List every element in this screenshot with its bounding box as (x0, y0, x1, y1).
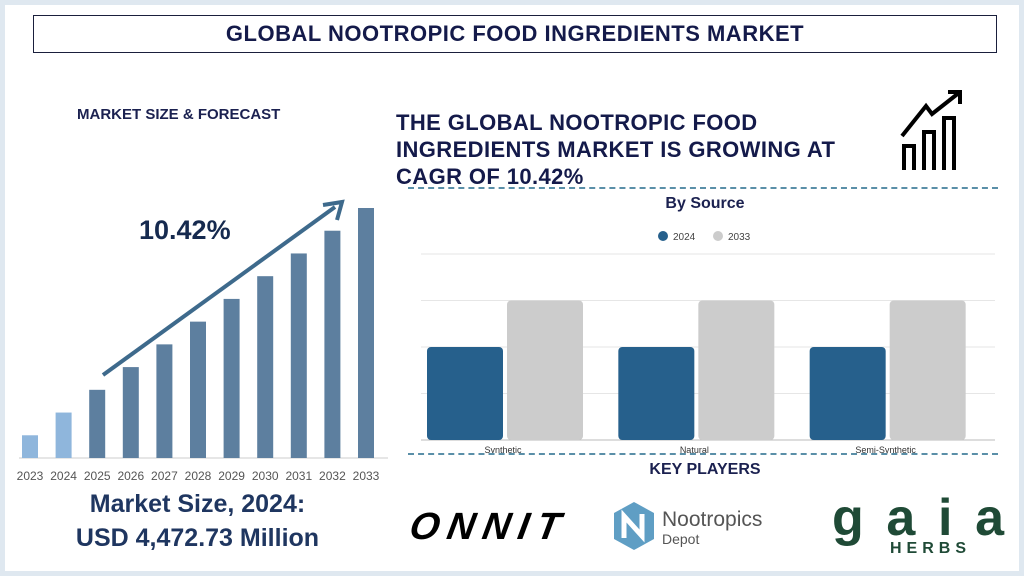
svg-text:ONNIT: ONNIT (410, 505, 568, 545)
bar-semi-synthetic-2024 (809, 347, 886, 440)
x-tick-label: Semi-Synthetic (855, 445, 916, 455)
cagr-headline: THE GLOBAL NOOTROPIC FOOD INGREDIENTS MA… (396, 110, 836, 189)
bar-2032 (324, 230, 341, 458)
arrow-head-icon (322, 199, 345, 221)
market-forecast-chart: 2023 2024 2025 2026 2027 2028 2029 2030 2031 2032… (17, 199, 388, 483)
svg-text:Depot: Depot (662, 531, 699, 547)
legend-marker (713, 231, 723, 241)
legend-label: 2024 (673, 232, 696, 243)
x-tick-label: 2028 (185, 469, 212, 483)
infographic: GLOBAL NOOTROPIC FOOD INGREDIENTS MARKET… (5, 5, 1019, 571)
divider (408, 187, 998, 189)
bar-2025 (89, 389, 106, 458)
growth-chart-arrow-icon (900, 90, 962, 170)
bar-natural-2033 (698, 300, 775, 440)
x-tick-label: Synthetic (484, 445, 522, 455)
bar-semi-synthetic-2033 (889, 300, 966, 440)
bar-2027 (156, 344, 173, 458)
by-source-chart: 2024 2033 Synthetic Natural Semi-Synthetic (421, 231, 995, 455)
bar-2024 (55, 412, 72, 458)
bar-2026 (122, 367, 139, 458)
bar-2029 (223, 298, 240, 458)
x-tick-label: 2030 (252, 469, 279, 483)
svg-text:HERBS: HERBS (890, 540, 971, 557)
x-tick-label: 2023 (17, 469, 44, 483)
legend-label: 2033 (728, 232, 751, 243)
x-tick-label: 2025 (84, 469, 111, 483)
market-size-forecast-heading: MARKET SIZE & FORECAST (77, 106, 281, 123)
bar-2023 (22, 435, 38, 458)
divider (408, 453, 998, 455)
onnit-logo: ONNIT (410, 505, 568, 545)
x-tick-label: 2032 (319, 469, 346, 483)
growth-arrow (101, 205, 337, 377)
bar-2028 (190, 321, 206, 458)
bar-synthetic-2024 (427, 347, 503, 440)
bar-2030 (257, 276, 274, 458)
x-tick-label: 2027 (151, 469, 178, 483)
x-tick-label: 2033 (353, 469, 380, 483)
cagr-value: 10.42% (139, 215, 231, 245)
market-size-label: Market Size, 2024: (89, 490, 306, 518)
x-tick-label: Natural (680, 445, 709, 455)
legend-marker (658, 231, 668, 241)
x-tick-label: 2031 (285, 469, 312, 483)
gaia-herbs-logo: gaia HERBS (832, 495, 1005, 557)
bar-2033 (358, 208, 374, 458)
bar-2031 (290, 253, 307, 458)
key-players-heading: KEY PLAYERS (649, 461, 761, 478)
chart-title: By Source (665, 195, 745, 212)
page-title: GLOBAL NOOTROPIC FOOD INGREDIENTS MARKET (33, 15, 997, 53)
svg-text:Nootropics: Nootropics (662, 508, 762, 531)
nootropics-depot-logo: Nootropics Depot (614, 502, 762, 550)
x-tick-label: 2029 (218, 469, 245, 483)
market-size-value: USD 4,472.73 Million (75, 524, 320, 552)
bar-natural-2024 (618, 347, 695, 440)
x-tick-label: 2024 (50, 469, 77, 483)
x-tick-label: 2026 (117, 469, 144, 483)
bar-synthetic-2033 (507, 300, 583, 440)
